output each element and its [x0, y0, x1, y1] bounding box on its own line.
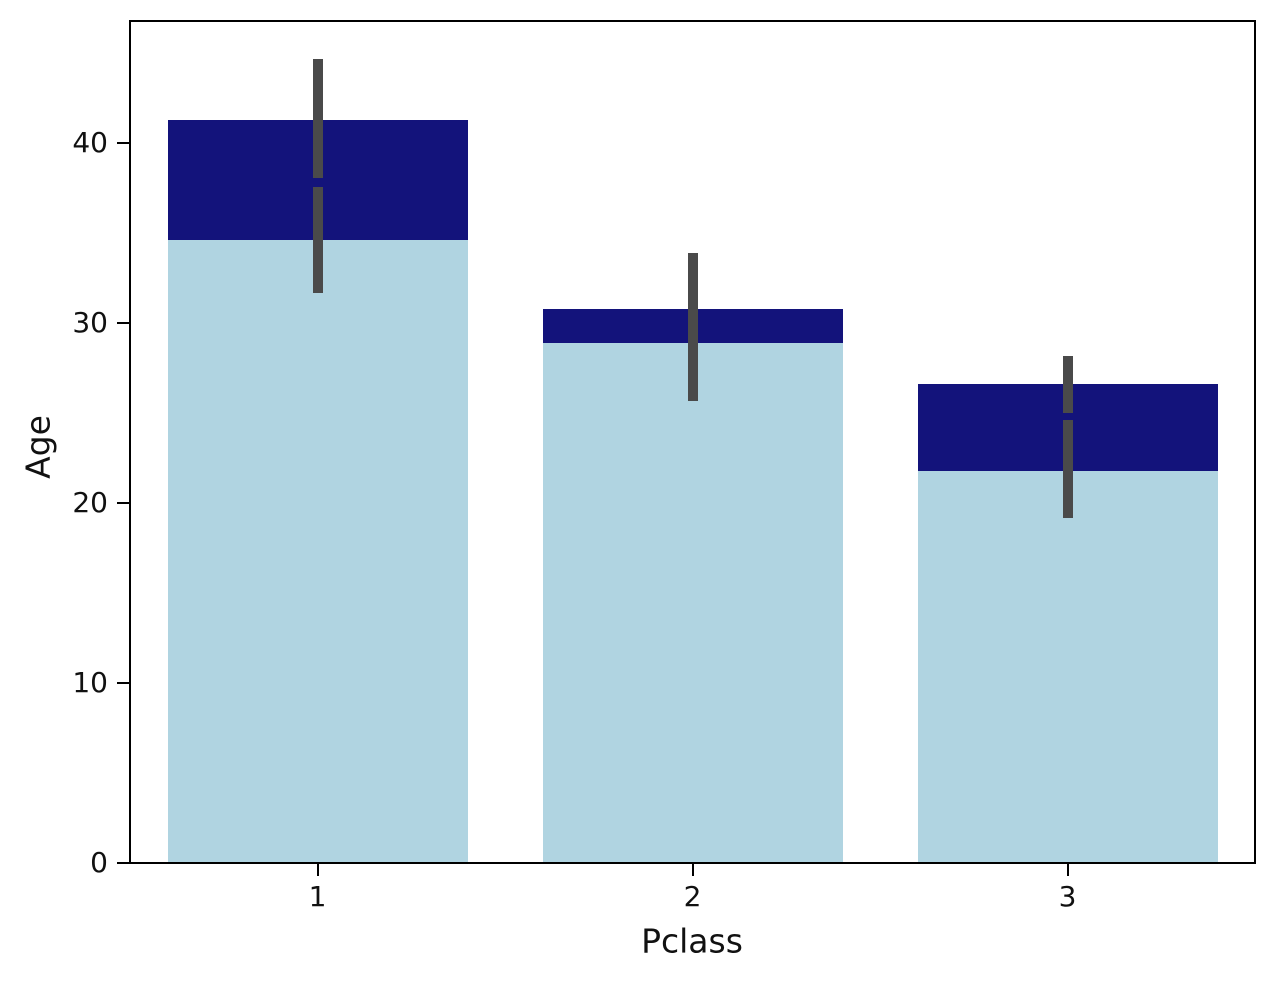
- error-bar-lightblue-series-2: [687, 287, 698, 401]
- y-tick-label-30: 30: [72, 306, 108, 340]
- error-bar-navy-series-3: [1062, 355, 1073, 414]
- bar-lightblue-series-3: [917, 470, 1218, 863]
- y-tick-mark-10: [117, 682, 129, 685]
- bar-lightblue-series-2: [542, 343, 843, 863]
- x-axis-label: Pclass: [641, 921, 743, 961]
- y-tick-mark-40: [117, 142, 129, 145]
- error-bar-lightblue-series-1: [312, 186, 323, 293]
- y-tick-label-20: 20: [72, 486, 108, 520]
- y-tick-mark-0: [117, 862, 129, 864]
- y-tick-mark-30: [117, 322, 129, 325]
- y-tick-mark-20: [117, 502, 129, 505]
- y-axis-label: Age: [18, 415, 58, 479]
- error-bar-navy-series-1: [312, 58, 323, 178]
- x-tick-label-3: 3: [1058, 880, 1077, 913]
- y-tick-label-40: 40: [72, 126, 108, 160]
- y-tick-label-0: 0: [90, 846, 108, 879]
- error-bar-lightblue-series-3: [1062, 420, 1073, 518]
- x-tick-mark-2: [691, 864, 694, 876]
- x-tick-label-1: 1: [308, 880, 327, 913]
- y-tick-label-10: 10: [72, 666, 108, 700]
- x-tick-label-2: 2: [683, 880, 702, 913]
- x-tick-mark-1: [316, 864, 319, 876]
- x-tick-mark-3: [1066, 864, 1069, 876]
- bar-lightblue-series-1: [167, 240, 468, 863]
